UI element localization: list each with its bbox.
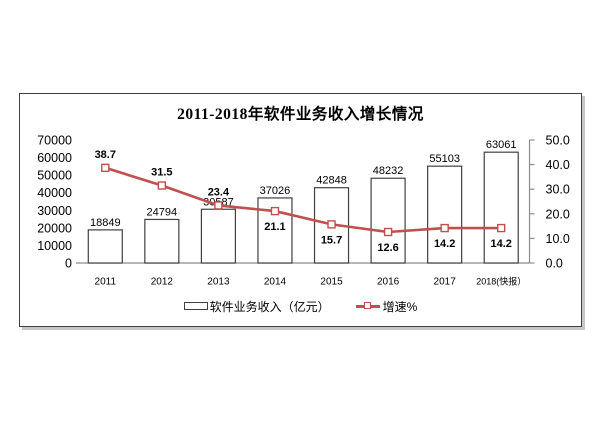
bar <box>427 165 463 264</box>
bar-value-label: 55103 <box>429 153 460 165</box>
line-marker <box>270 206 280 216</box>
growth-line <box>104 166 502 234</box>
bar-value-label: 37026 <box>260 185 291 197</box>
legend-bar-series-label: 软件业务收入（亿元） <box>209 299 330 314</box>
bar-value-label: 63061 <box>486 139 517 151</box>
bar-value-label: 48232 <box>373 165 404 177</box>
line-value-label: 31.5 <box>151 167 172 179</box>
right-axis-tick-label: 20.0 <box>546 207 570 221</box>
left-axis-tick-label: 10000 <box>37 239 72 253</box>
right-axis-tick-label: 30.0 <box>546 183 570 197</box>
left-axis-tick-label: 70000 <box>37 134 72 148</box>
bar-value-label: 42848 <box>316 175 347 187</box>
x-axis-label: 2017 <box>434 277 457 288</box>
line-marker <box>157 181 167 190</box>
right-axis-tick-label: 0.0 <box>546 257 563 271</box>
line-value-label: 15.7 <box>321 234 342 246</box>
x-axis-label: 2016 <box>377 277 400 288</box>
bar <box>483 151 519 264</box>
line-value-label: 14.2 <box>434 238 455 250</box>
bar <box>144 218 180 264</box>
legend-line-swatch-icon <box>355 301 380 311</box>
line-value-label: 38.7 <box>95 149 116 161</box>
left-axis-tick-label: 20000 <box>37 221 72 235</box>
chart-legend: 软件业务收入（亿元） 增速% <box>20 298 581 314</box>
legend-line-series-label: 增速% <box>382 299 418 314</box>
left-axis-tick-label: 0 <box>65 257 72 271</box>
line-value-label: 21.1 <box>264 221 285 233</box>
right-axis-tick-label: 40.0 <box>546 158 570 172</box>
line-value-label: 14.2 <box>491 238 512 250</box>
chart-title: 2011-2018年软件业务收入增长情况 <box>177 106 424 123</box>
line-marker <box>497 223 506 233</box>
line-marker <box>327 220 336 229</box>
left-axis-tick-label: 60000 <box>37 151 72 165</box>
line-marker <box>440 223 449 233</box>
x-axis-label: 2012 <box>151 277 174 288</box>
chart-container: 2011-2018年软件业务收入增长情况 0 10000 20000 30000 400… <box>19 93 582 327</box>
left-axis-tick-label: 30000 <box>37 204 72 218</box>
line-value-label: 23.4 <box>208 186 230 198</box>
x-axis-label: 2011 <box>95 277 117 288</box>
legend-bar-swatch-icon <box>183 302 208 310</box>
line-marker <box>101 163 110 172</box>
line-marker <box>383 227 393 237</box>
bar <box>87 229 123 264</box>
chart-plot-area: 0 10000 20000 30000 40000 50000 60000 70000 0.0 1… <box>37 134 570 288</box>
x-axis-label: 2013 <box>207 277 230 288</box>
left-axis-tick-label: 40000 <box>37 186 72 200</box>
left-axis-tick-label: 50000 <box>37 169 72 183</box>
line-marker <box>214 201 223 210</box>
right-axis-tick-label: 50.0 <box>546 134 570 148</box>
x-axis-label: 2018(快报） <box>476 276 526 287</box>
right-axis-tick-label: 10.0 <box>546 232 570 246</box>
bar <box>200 208 237 264</box>
x-axis-label: 2015 <box>320 277 343 288</box>
bar-value-label: 18849 <box>90 217 121 229</box>
line-value-label: 12.6 <box>377 242 398 254</box>
legend-line-marker-icon <box>363 301 371 309</box>
bar-value-label: 24794 <box>147 206 178 218</box>
bar <box>370 177 406 264</box>
x-axis-label: 2014 <box>264 277 287 288</box>
